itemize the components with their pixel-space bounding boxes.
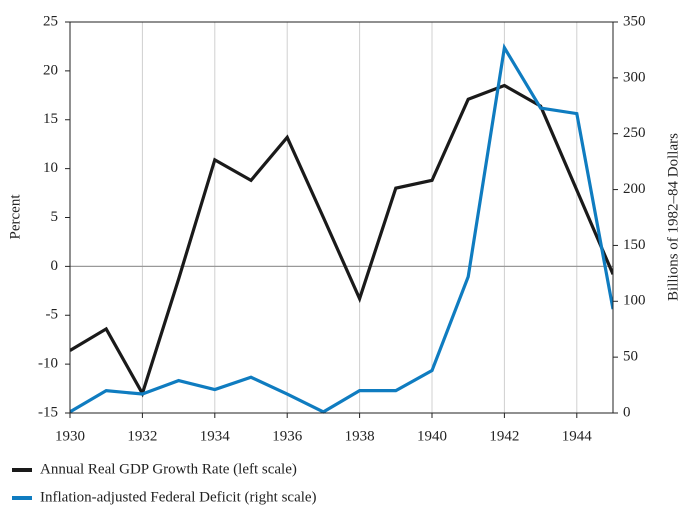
y-tick-label: -10 — [38, 356, 58, 372]
y-tick-label: -15 — [38, 404, 58, 420]
y-tick-label: 5 — [51, 209, 59, 225]
y2-axis-label: Billions of 1982–84 Dollars — [665, 133, 681, 301]
y2-tick-label: 350 — [623, 13, 646, 29]
x-tick-label: 1942 — [489, 428, 519, 444]
y2-tick-label: 100 — [623, 293, 646, 309]
x-tick-label: 1936 — [272, 428, 303, 444]
y-axis-label: Percent — [7, 194, 23, 240]
data-line — [70, 43, 613, 414]
legend-label: Inflation-adjusted Federal Deficit (righ… — [40, 489, 317, 505]
x-tick-label: 1938 — [345, 428, 375, 444]
y2-tick-label: 200 — [623, 181, 646, 197]
y2-tick-label: 150 — [623, 237, 646, 253]
plot-frame — [69, 21, 614, 414]
y2-tick-label: 250 — [623, 125, 646, 141]
y-tick-label: 0 — [51, 258, 59, 274]
y-tick-label: 25 — [43, 13, 58, 29]
y2-tick-label: 300 — [623, 69, 646, 85]
x-tick-label: 1940 — [417, 428, 447, 444]
x-tick-label: 1932 — [127, 428, 157, 444]
x-tick-label: 1934 — [200, 428, 231, 444]
y-tick-label: 10 — [43, 160, 58, 176]
y-tick-label: 15 — [43, 111, 58, 127]
y2-tick-label: 50 — [623, 349, 638, 365]
y-tick-label: 20 — [43, 62, 58, 78]
y2-tick-label: 0 — [623, 404, 631, 420]
legend-label: Annual Real GDP Growth Rate (left scale) — [40, 461, 297, 477]
x-tick-label: 1944 — [562, 428, 593, 444]
data-line — [70, 83, 613, 398]
x-tick-label: 1930 — [55, 428, 85, 444]
y-tick-label: -5 — [46, 307, 59, 323]
